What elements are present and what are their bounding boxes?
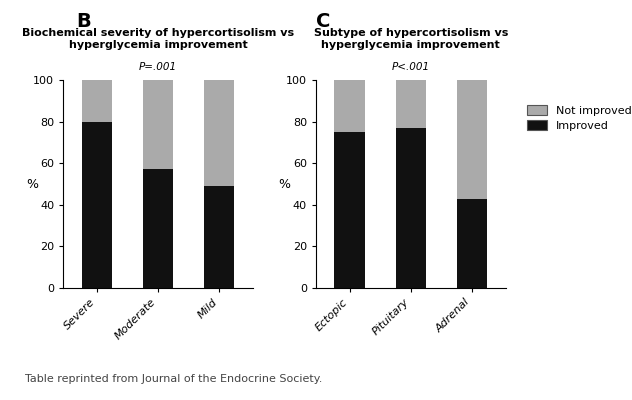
Bar [334, 132, 365, 288]
Bar [396, 80, 426, 128]
Text: Biochemical severity of hypercortisolism vs
hyperglycemia improvement: Biochemical severity of hypercortisolism… [22, 28, 294, 50]
Legend: Not improved, Improved: Not improved, Improved [524, 102, 632, 134]
Bar [82, 122, 112, 288]
Bar [82, 80, 112, 122]
Text: P<.001: P<.001 [392, 62, 430, 72]
Bar [396, 128, 426, 288]
Bar [143, 170, 173, 288]
Y-axis label: %: % [279, 178, 291, 190]
Text: Subtype of hypercortisolism vs
hyperglycemia improvement: Subtype of hypercortisolism vs hyperglyc… [313, 28, 508, 50]
Text: C: C [316, 12, 331, 31]
Text: Table reprinted from Journal of the Endocrine Society.: Table reprinted from Journal of the Endo… [25, 374, 323, 384]
Text: B: B [76, 12, 90, 31]
Text: P=.001: P=.001 [139, 62, 177, 72]
Bar [334, 80, 365, 132]
Bar [457, 198, 487, 288]
Y-axis label: %: % [26, 178, 38, 190]
Bar [143, 80, 173, 170]
Bar [204, 186, 234, 288]
Bar [457, 80, 487, 198]
Bar [204, 80, 234, 186]
